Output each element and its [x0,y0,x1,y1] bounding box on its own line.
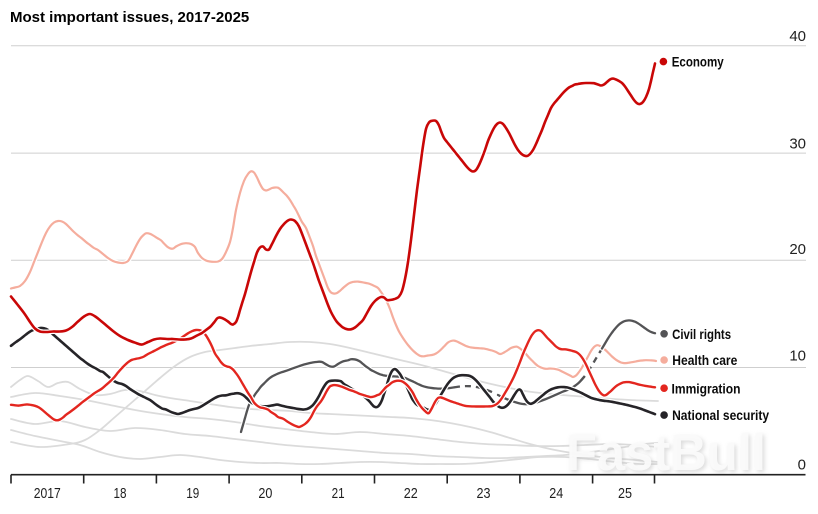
svg-text:10: 10 [789,348,806,365]
svg-text:22: 22 [404,485,418,502]
svg-text:18: 18 [114,485,127,502]
svg-text:25: 25 [618,485,632,502]
svg-text:Immigration: Immigration [672,380,741,396]
svg-text:FastBull: FastBull [566,424,766,481]
svg-text:23: 23 [477,485,491,502]
svg-text:0: 0 [798,457,806,474]
svg-text:40: 40 [789,28,806,45]
svg-text:Civil rights: Civil rights [672,326,731,342]
svg-text:National security: National security [672,407,769,423]
svg-text:Economy: Economy [672,54,724,70]
svg-text:20: 20 [258,485,272,502]
svg-text:Health care: Health care [672,352,737,368]
svg-text:21: 21 [332,485,345,502]
svg-text:20: 20 [789,241,806,258]
svg-text:2017: 2017 [34,485,61,502]
svg-text:24: 24 [549,485,563,502]
svg-text:19: 19 [186,485,199,502]
svg-text:30: 30 [789,136,806,153]
svg-text:Most important issues, 2017-20: Most important issues, 2017-2025 [10,9,249,26]
svg-text:FastBull: FastBull [568,426,768,483]
